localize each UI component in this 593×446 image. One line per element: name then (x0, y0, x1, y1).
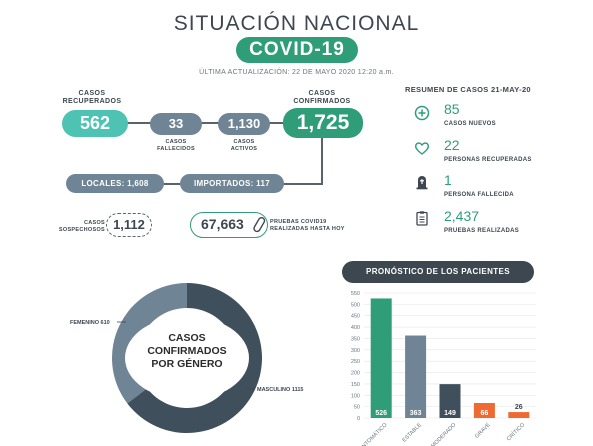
fallecidos-value: 33 (150, 113, 202, 135)
bar-value-label: 526 (375, 410, 387, 417)
y-tick-label: 450 (351, 314, 360, 320)
y-tick-label: 50 (354, 405, 360, 411)
recuperados-value: 562 (62, 110, 128, 137)
y-tick-label: 150 (351, 382, 360, 388)
resumen-value-fallecida: 1 (444, 172, 452, 188)
y-tick-label: 300 (351, 348, 360, 354)
activos-value: 1,130 (218, 113, 270, 135)
last-update-text: ÚLTIMA ACTUALIZACIÓN: 22 DE MAYO 2020 12… (199, 69, 394, 76)
x-tick-label: GRAVE (474, 422, 492, 440)
bar-1 (370, 298, 392, 418)
tombstone-icon (416, 176, 428, 190)
y-tick-label: 350 (351, 336, 360, 342)
y-tick-label: 500 (351, 302, 360, 308)
recuperados-label: CASOS RECUPERADOS (62, 90, 122, 105)
resumen-value-pruebas: 2,437 (444, 208, 480, 224)
y-tick-label: 550 (351, 291, 360, 297)
y-tick-label: 200 (351, 371, 360, 377)
bar-value-label: 26 (515, 404, 523, 411)
sospechosos-label: CASOS SOSPECHOSOS (58, 220, 105, 233)
bar-chart-title: PRONÓSTICO DE LOS PACIENTES (342, 261, 534, 283)
donut-slice-masculino (127, 283, 262, 433)
page-title: SITUACIÓN NACIONAL (173, 12, 420, 35)
y-tick-label: 400 (351, 325, 360, 331)
resumen-label-casos-nuevos: CASOS NUEVOS (444, 121, 496, 127)
locales-pill: LOCALES: 1,608 (66, 174, 164, 193)
heart-icon (414, 142, 430, 155)
y-tick-label: 100 (351, 393, 360, 399)
donut-label-masculino: MASCULINO 1115 (257, 387, 303, 393)
resumen-label-recuperadas: PERSONAS RECUPERADAS (444, 157, 532, 163)
y-tick-label: 250 (351, 359, 360, 365)
x-tick-label: ASINTOMÁTICO (354, 421, 389, 446)
pruebas-value-pill: 67,663 (190, 212, 268, 238)
resumen-label-pruebas: PRUEBAS REALIZADAS (444, 228, 520, 234)
donut-label-femenino: FEMENINO 610 (70, 320, 110, 326)
bar-2 (405, 335, 427, 418)
confirmados-label: CASOS CONFIRMADOS (293, 90, 351, 105)
donut-title-text: CASOS CONFIRMADOS POR GÉNERO (147, 332, 227, 370)
x-tick-label: CRÍTICO (505, 421, 526, 442)
bar-value-label: 66 (481, 410, 489, 417)
resumen-title: RESUMEN DE CASOS 21-MAY-20 (405, 85, 531, 94)
fallecidos-label: CASOS FALLECIDOS (157, 139, 195, 152)
pruebas-label: PRUEBAS COVID19 REALIZADAS HASTA HOY (270, 219, 345, 232)
covid-badge: COVID-19 (236, 37, 358, 63)
clipboard-icon (416, 211, 428, 226)
x-tick-label: ESTABLE (402, 422, 424, 444)
importados-pill: IMPORTADOS: 117 (180, 174, 284, 193)
plus-circle-icon (414, 105, 430, 121)
activos-label: CASOS ACTIVOS (230, 139, 258, 152)
confirmados-connector-v (321, 138, 323, 184)
bar-value-label: 363 (410, 410, 422, 417)
test-tube-icon (253, 216, 266, 233)
resumen-label-fallecida: PERSONA FALLECIDA (444, 192, 514, 198)
resumen-value-recuperadas: 22 (444, 137, 460, 153)
sospechosos-value: 1,112 (106, 213, 152, 237)
y-tick-label: 0 (357, 416, 360, 422)
bar-3 (439, 384, 461, 418)
bar-4 (473, 403, 495, 418)
bar-value-label: 149 (444, 410, 456, 417)
bar-5 (508, 412, 530, 418)
confirmados-value: 1,725 (283, 108, 363, 138)
x-tick-label: MODERADO (430, 422, 458, 446)
pruebas-value: 67,663 (201, 216, 244, 232)
pronostico-bar-chart: 0 50 100 150 200 250 300 350 400 450 500 550 526 ASIN… (351, 291, 536, 446)
donut-title: CASOS CONFIRMADOS POR GÉNERO (125, 316, 249, 400)
resumen-value-casos-nuevos: 85 (444, 101, 460, 117)
stats-connector (95, 122, 320, 124)
